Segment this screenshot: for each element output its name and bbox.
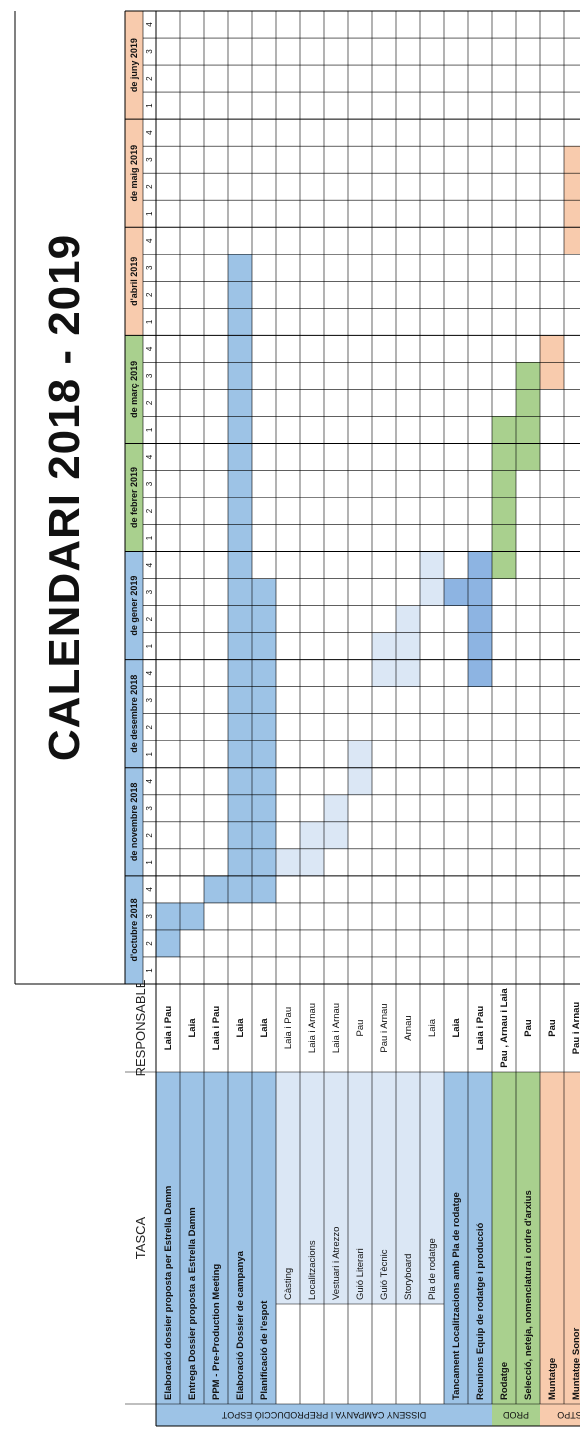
calendar-sheet: CALENDARI 2018 - 2019 TASCA RESPONSABLE …: [14, 10, 580, 1427]
grid-lines: [14, 10, 580, 1427]
